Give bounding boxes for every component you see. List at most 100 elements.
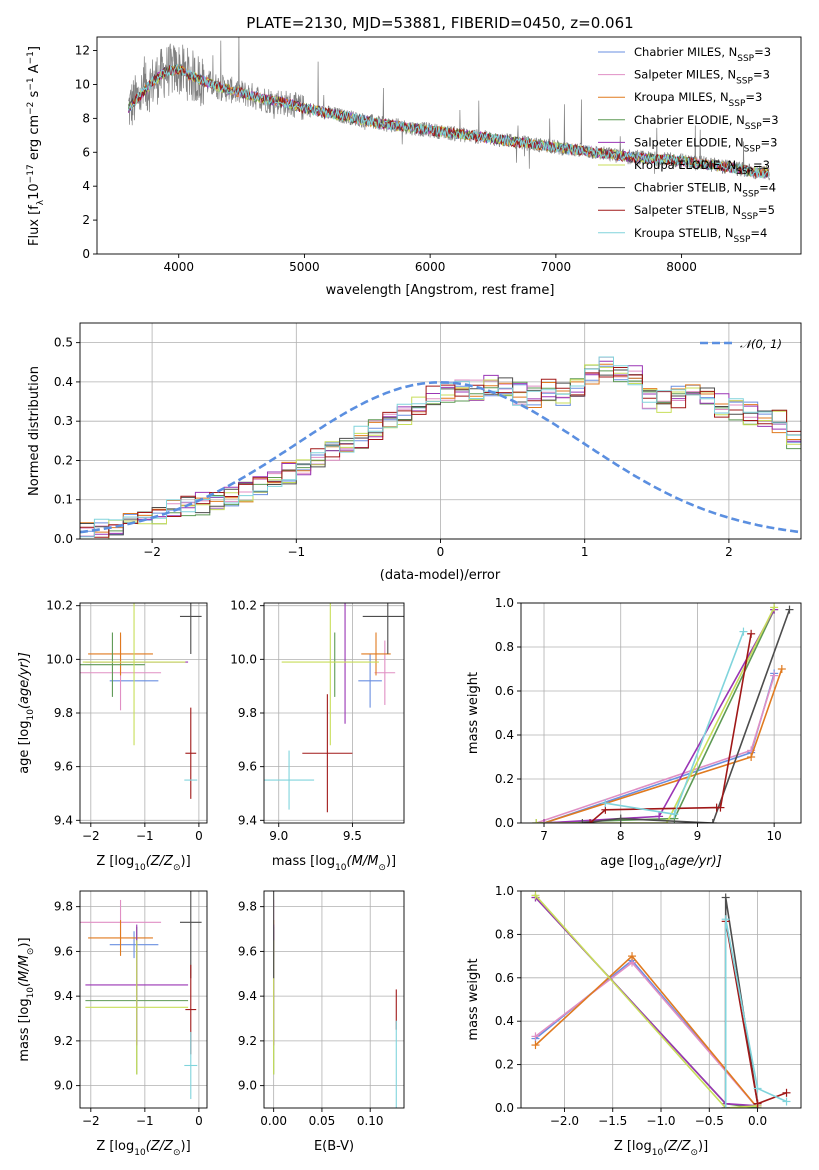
errorbar-point	[179, 603, 202, 654]
metallicity-mass-panel-marks	[80, 891, 202, 1100]
mass-age-panel-marks	[264, 603, 404, 813]
y-axis-label: Flux [fλ10−17 erg cm−2 s−1 A−1]	[26, 46, 46, 246]
y-tick-label: 9.8	[238, 706, 257, 720]
y-tick-label: 9.6	[54, 760, 73, 774]
axes-frame	[79, 890, 208, 1109]
x-tick-label: 8000	[666, 260, 697, 274]
y-tick-label: 9.2	[54, 1034, 73, 1048]
x-tick-label: 7000	[541, 260, 572, 274]
axes-frame	[263, 890, 405, 1109]
errorbar-point	[184, 1031, 198, 1100]
x-tick-label: 0.00	[260, 1114, 287, 1128]
x-tick-label: −1	[136, 1114, 154, 1128]
weight-series-line	[724, 919, 787, 1108]
legend-entry: Kroupa STELIB, NSSP=4	[634, 226, 767, 245]
y-tick-label: 9.0	[54, 1079, 73, 1093]
x-tick-label: 0.0	[748, 1114, 767, 1128]
x-tick-label: −1.5	[598, 1114, 627, 1128]
x-tick-label: 0	[195, 829, 203, 843]
axes-frame	[520, 602, 802, 824]
x-tick-label: 7	[540, 829, 548, 843]
y-axis-label: Normed distribution	[27, 366, 42, 496]
histogram-step	[80, 363, 801, 533]
age-weight-panel: 7 8 9 10 0.0 0.2 0.4 0.6 0.8 1.0	[495, 596, 802, 843]
weight-series-line	[582, 609, 791, 823]
y-tick-label: 9.8	[54, 706, 73, 720]
axes-frame	[79, 602, 208, 824]
y-tick-label: 4	[82, 179, 90, 193]
weight-marker	[747, 753, 756, 761]
x-tick-label: 6000	[415, 260, 446, 274]
weight-series-line	[534, 896, 758, 1107]
x-axis-label: Z [log10(Z/Z⊙)]	[614, 1139, 708, 1158]
errorbar-point	[374, 640, 396, 705]
y-tick-label: 0.4	[495, 1014, 514, 1028]
errorbar-point	[80, 632, 145, 697]
y-axis-label: mass [log10(M/M⊙)]	[17, 937, 36, 1061]
x-tick-label: 8	[617, 829, 625, 843]
histogram-step	[80, 356, 801, 538]
y-tick-label: 0.2	[54, 453, 73, 467]
weight-marker	[747, 629, 756, 638]
x-tick-label: 4000	[163, 260, 194, 274]
weight-marker	[531, 891, 540, 900]
y-tick-label: 0.6	[495, 971, 514, 985]
errorbar-point	[109, 931, 159, 959]
age-weight-panel-marks	[532, 603, 794, 823]
x-tick-label: −0.5	[695, 1114, 724, 1128]
y-tick-label: 9.8	[54, 900, 73, 914]
errorbar-point	[362, 603, 404, 654]
weight-series-line	[535, 961, 759, 1108]
metallicity-age-panel-marks	[80, 603, 202, 799]
x-tick-label: −2	[82, 829, 100, 843]
x-tick-label: −1	[136, 829, 154, 843]
y-tick-label: 0.2	[495, 1058, 514, 1072]
weight-marker	[753, 1099, 762, 1108]
weight-marker	[540, 819, 549, 823]
weight-series-line	[536, 609, 775, 823]
errorbar-point	[264, 750, 315, 810]
weight-marker	[770, 671, 779, 680]
x-axis-label: E(B-V)	[314, 1139, 354, 1154]
axes-frame	[96, 36, 802, 255]
legend-entry: Chabrier ELODIE, NSSP=3	[634, 113, 779, 132]
y-axis-label: mass weight	[466, 958, 481, 1040]
histogram-step	[80, 364, 801, 539]
weight-marker	[708, 819, 717, 823]
extinction-mass-panel-marks	[273, 891, 397, 1108]
x-axis-label: mass [log10(M/M⊙)]	[272, 854, 396, 873]
weight-marker	[601, 799, 610, 808]
model-spectrum	[127, 63, 770, 179]
y-tick-label: 9.8	[238, 900, 257, 914]
errorbar-point	[82, 603, 186, 746]
weight-marker	[532, 819, 541, 823]
y-tick-label: 0.3	[54, 414, 73, 428]
weight-marker	[578, 819, 587, 823]
x-tick-label: −1	[287, 545, 305, 559]
weight-marker	[782, 1088, 791, 1097]
weight-marker	[782, 1097, 791, 1106]
weight-series-line	[534, 896, 758, 1108]
y-tick-label: 0.8	[495, 927, 514, 941]
metallicity-age-panel: −2 −1 0 9.4 9.6 9.8 10.0 10.2	[46, 599, 208, 843]
weight-marker	[777, 665, 786, 673]
y-tick-label: 0.4	[54, 375, 73, 389]
y-tick-label: 9.0	[238, 1079, 257, 1093]
x-tick-label: −2.0	[550, 1114, 579, 1128]
x-tick-label: 2	[725, 545, 733, 559]
x-tick-label: −2	[82, 1114, 100, 1128]
x-tick-label: 9	[694, 829, 702, 843]
y-tick-label: 0.0	[495, 1101, 514, 1115]
errorbar-point	[281, 603, 379, 746]
weight-marker	[739, 627, 748, 636]
legend-entry: Salpeter ELODIE, NSSP=3	[634, 135, 777, 154]
y-tick-label: 9.4	[54, 989, 73, 1003]
weight-marker	[785, 605, 794, 614]
legend: Chabrier MILES, NSSP=3 Salpeter MILES, NS…	[598, 45, 779, 245]
axes-frame	[263, 602, 405, 824]
y-tick-label: 8	[82, 111, 90, 125]
legend-entry: Salpeter STELIB, NSSP=5	[634, 203, 775, 222]
weight-marker	[531, 1041, 540, 1050]
y-tick-label: 10.0	[46, 652, 73, 666]
weight-marker	[753, 1084, 762, 1093]
